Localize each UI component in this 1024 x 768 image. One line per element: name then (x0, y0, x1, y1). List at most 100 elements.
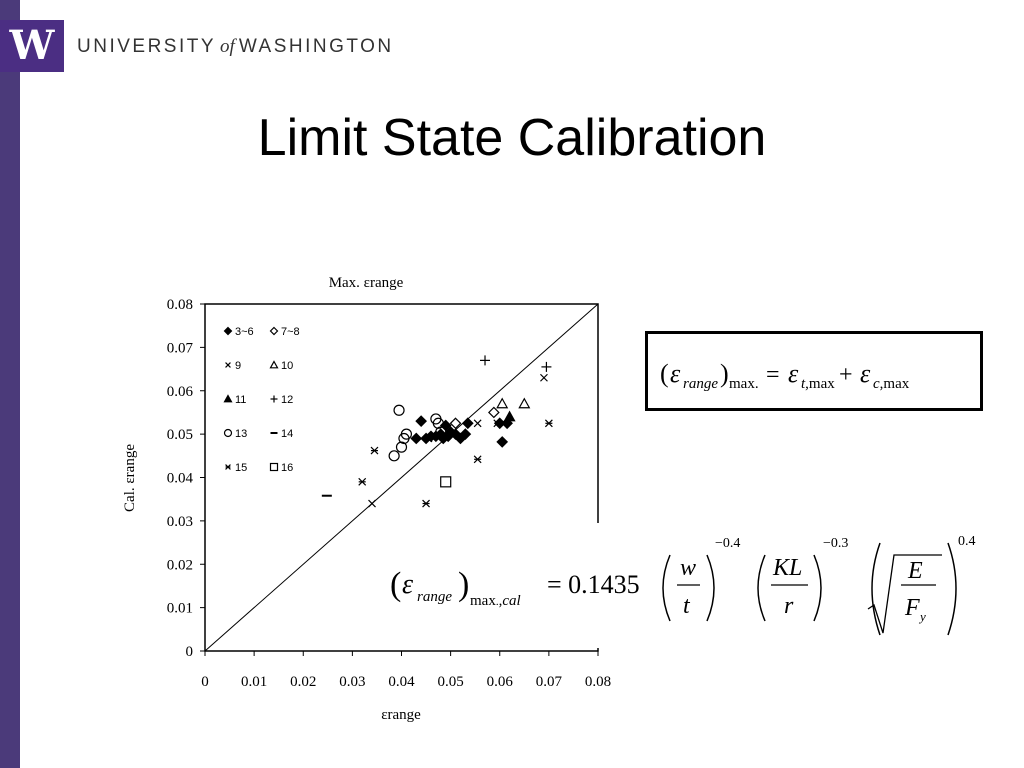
svg-text:t: t (683, 593, 691, 619)
svg-text:+: + (839, 362, 853, 388)
data-point-series-9 (424, 434, 433, 443)
svg-text:F: F (904, 595, 920, 621)
legend-item: 16 (269, 462, 293, 474)
data-point-series-15 (370, 446, 379, 455)
x-tick-label: 0.07 (536, 674, 563, 690)
svg-text:range: range (683, 376, 718, 392)
purple-sidebar-bar (0, 0, 20, 768)
y-tick-label: 0.01 (167, 601, 193, 617)
svg-text:−0.3: −0.3 (823, 536, 848, 551)
legend-item: 12 (270, 394, 293, 406)
svg-text:ε: ε (860, 359, 871, 388)
y-tick-label: 0.04 (167, 471, 194, 487)
data-point-series-13 (393, 404, 405, 416)
data-point-series-10 (496, 397, 509, 409)
data-point-series-15 (544, 419, 553, 428)
data-point-series-7~8 (449, 417, 462, 430)
svg-text:−0.4: −0.4 (715, 536, 740, 551)
university-name-of: of (220, 36, 235, 57)
svg-text:= 0.1435: = 0.1435 (547, 570, 640, 599)
legend-label: 11 (235, 394, 246, 406)
data-point-series-3~6 (459, 428, 472, 440)
legend-label: 3~6 (235, 326, 254, 338)
svg-text:y: y (918, 609, 926, 624)
legend-label: 13 (235, 428, 247, 440)
y-tick-label: 0.08 (167, 297, 193, 313)
data-point-series-9 (493, 419, 502, 428)
legend-item: 3~6 (223, 326, 254, 338)
data-point-series-7~8 (488, 406, 500, 419)
svg-text:range: range (417, 589, 452, 605)
x-axis-label: εrange (381, 707, 421, 723)
svg-text:r: r (784, 593, 794, 619)
data-point-series-3~6 (461, 417, 474, 430)
x-tick-label: 0.02 (290, 674, 316, 690)
legend-label: 12 (281, 394, 293, 406)
data-point-series-9 (473, 419, 482, 428)
data-point-series-3~6 (415, 415, 427, 427)
university-name: UNIVERSITY of WASHINGTON (77, 36, 394, 58)
legend-label: 10 (281, 360, 293, 372)
svg-text:): ) (458, 566, 469, 603)
data-point-series-10 (518, 397, 531, 409)
data-point-series-16 (440, 476, 452, 488)
legend-item: 13 (223, 428, 247, 440)
data-point-series-15 (473, 455, 482, 464)
equation-cal-svg: ( ε range ) max.,cal = 0.1435 w t −0.4 K… (390, 534, 976, 636)
chart-legend: 3~6 7~8 9 10 11 12 13 14 15 16 (212, 314, 310, 482)
legend-item: 11 (223, 394, 246, 406)
data-points (321, 355, 553, 508)
legend-label: 9 (235, 360, 241, 372)
legend-item: 7~8 (269, 326, 300, 338)
equation-max: ( ε range ) max. = ε t,max + ε c,max (660, 359, 910, 392)
svg-text:ε: ε (670, 359, 681, 388)
svg-text:c,max: c,max (873, 376, 910, 392)
x-tick-label: 0.06 (487, 674, 514, 690)
legend-item: 15 (225, 462, 247, 474)
legend-label: 14 (281, 428, 293, 440)
data-point-series-15 (422, 499, 430, 508)
y-axis-ticks: 0 0.01 0.02 0.03 0.04 0.05 0.06 0.07 0.08 (167, 297, 205, 660)
equation-max-box: ( ε range ) max. = ε t,max + ε c,max (645, 331, 983, 411)
svg-text:max.,cal: max.,cal (470, 593, 521, 609)
legend-item: 14 (270, 428, 293, 440)
legend-label: 7~8 (281, 326, 300, 338)
data-point-series-11 (503, 410, 516, 422)
legend-item: 9 (225, 360, 241, 372)
svg-text:ε: ε (788, 359, 799, 388)
legend-item: 10 (269, 360, 293, 372)
svg-text:(: ( (660, 359, 669, 388)
svg-text:0.4: 0.4 (958, 534, 976, 549)
data-point-series-9 (540, 373, 548, 382)
svg-text:t,max: t,max (801, 376, 835, 392)
svg-text:=: = (766, 362, 780, 388)
x-tick-label: 0.04 (388, 674, 415, 690)
svg-text:KL: KL (772, 555, 802, 581)
y-tick-label: 0 (186, 644, 194, 660)
data-point-series-3~6 (496, 436, 509, 448)
y-axis-label: Cal. εrange (122, 444, 138, 512)
y-tick-label: 0.06 (167, 384, 194, 400)
x-tick-label: 0.03 (339, 674, 365, 690)
data-point-series-13 (435, 426, 447, 438)
svg-text:w: w (680, 555, 696, 581)
data-point-series-12 (541, 361, 552, 372)
slide-title: Limit State Calibration (257, 109, 767, 167)
data-point-series-13 (400, 428, 413, 440)
svg-text:max.: max. (729, 376, 759, 392)
data-point-series-15 (358, 477, 367, 486)
y-tick-label: 0.05 (167, 427, 193, 443)
x-tick-label: 0.05 (438, 674, 464, 690)
y-tick-label: 0.02 (167, 557, 193, 573)
legend-label: 16 (281, 462, 293, 474)
svg-text:E: E (907, 558, 923, 584)
svg-text:(: ( (390, 566, 401, 603)
x-tick-label: 0.01 (241, 674, 267, 690)
data-point-series-12 (480, 355, 491, 366)
y-tick-label: 0.03 (167, 514, 193, 530)
university-name-part2: WASHINGTON (238, 36, 394, 57)
svg-text:ε: ε (402, 569, 413, 600)
equation-cal: ( ε range ) max.,cal = 0.1435 w t −0.4 K… (380, 523, 990, 648)
legend-label: 15 (235, 462, 247, 474)
